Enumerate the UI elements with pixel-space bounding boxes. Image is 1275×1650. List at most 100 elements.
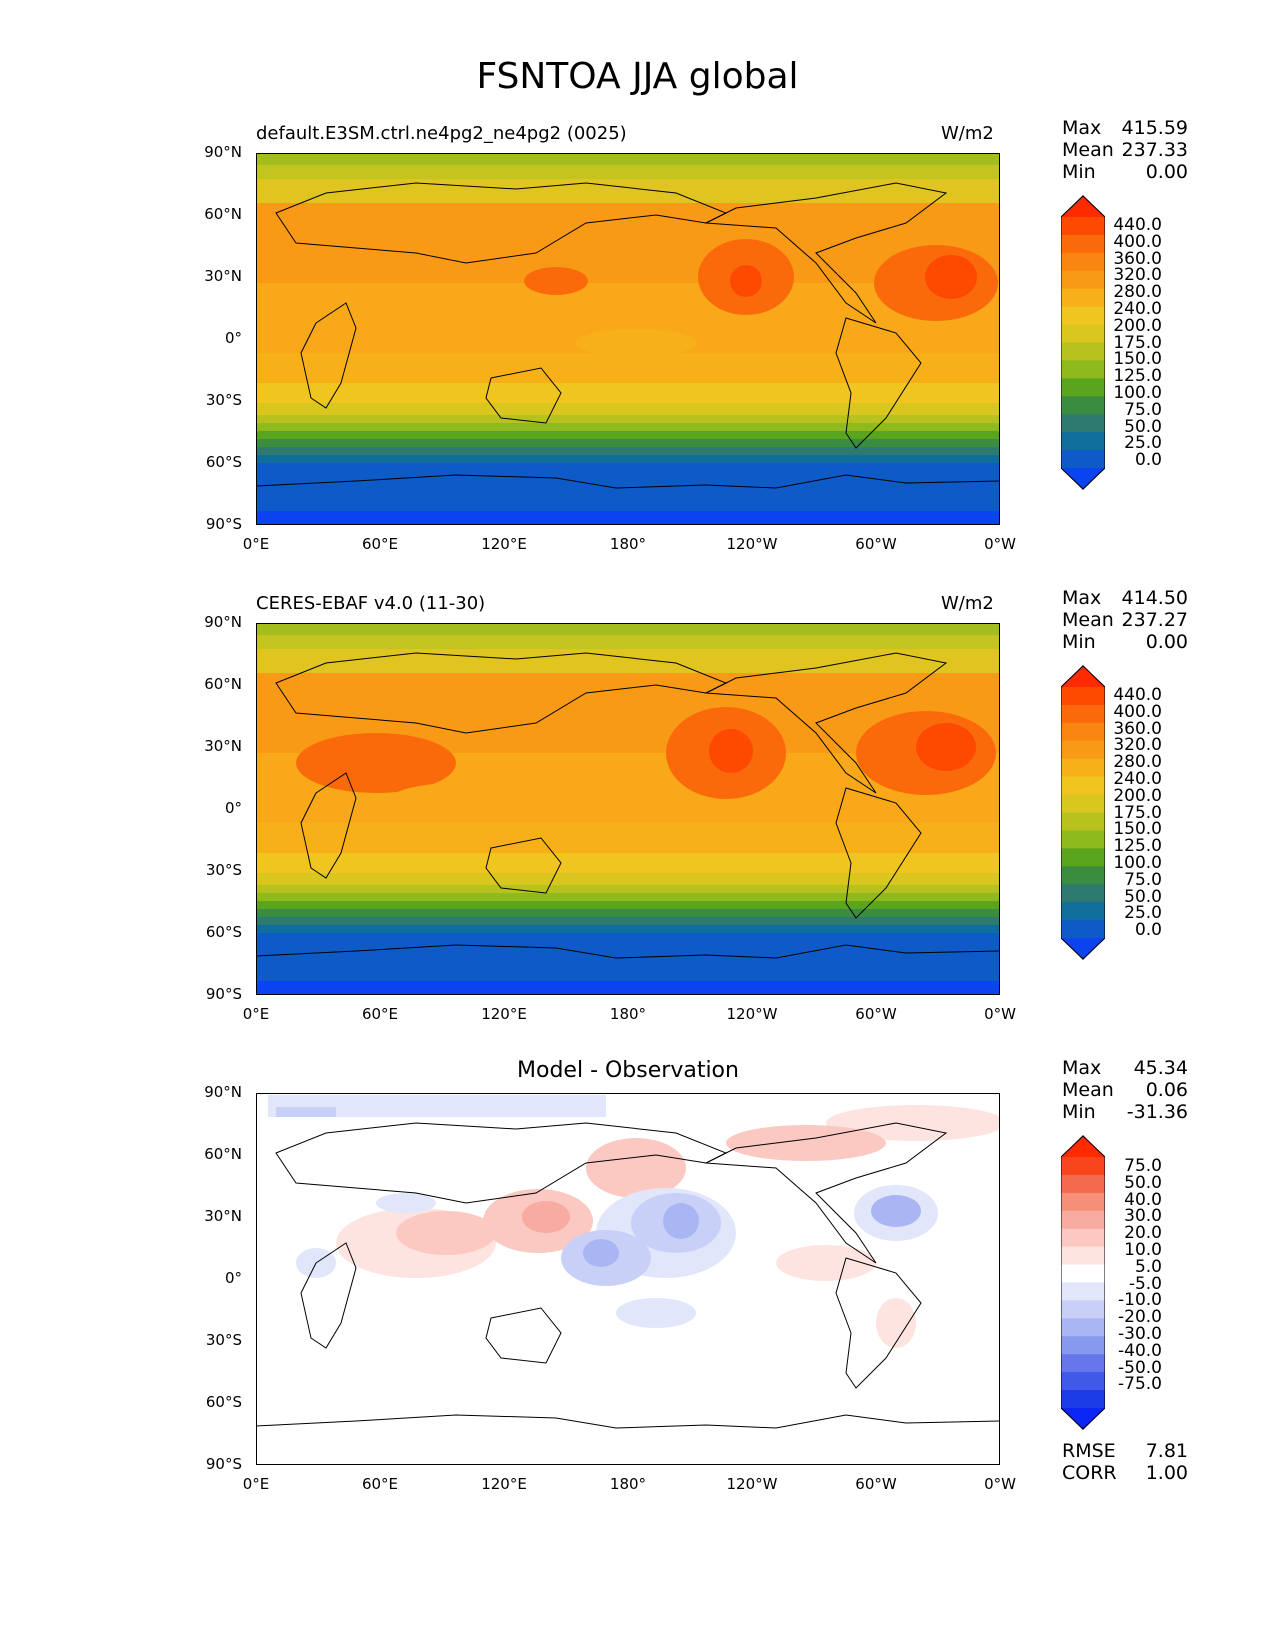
- cbar-label: 440.0: [1113, 215, 1162, 235]
- panel2-colorbar: [1060, 665, 1106, 964]
- stat-label: Mean: [1062, 609, 1114, 631]
- stat-label: Max: [1062, 117, 1102, 139]
- panel2-lat-tick: 30°S: [205, 861, 242, 879]
- cbar-label: 100.0: [1113, 852, 1162, 873]
- colorbar-segment: [1061, 1372, 1105, 1391]
- panel1-left-title: default.E3SM.ctrl.ne4pg2_ne4pg2 (0025): [256, 123, 627, 144]
- cbar-label: 280.0: [1113, 282, 1162, 303]
- colorbar-segment: [1061, 740, 1105, 760]
- panel1-colorbar: [1060, 195, 1106, 494]
- colorbar-segment: [1061, 450, 1105, 469]
- cbar-label: 360.0: [1113, 248, 1162, 269]
- colorbar-segment: [1061, 342, 1105, 361]
- colorbar-segment: [1061, 884, 1105, 903]
- panel2-map: [256, 623, 1000, 995]
- colorbar-segment: [1061, 830, 1105, 849]
- panel1-lat-tick: 60°S: [205, 453, 242, 471]
- panel1-colorbar-labels: 440.0 400.0 360.0 320.0 280.0 240.0 200.…: [1102, 217, 1162, 469]
- colorbar-segment: [1061, 234, 1105, 254]
- panel2-stats: Max 414.50 Mean 237.27 Min 0.00: [1062, 587, 1188, 653]
- cbar-label: -10.0: [1118, 1290, 1162, 1311]
- colorbar-segment: [1061, 902, 1105, 921]
- panel2-lon-tick: 0°E: [242, 1005, 270, 1023]
- colorbar-extend-bottom: [1061, 938, 1105, 960]
- stat-label: Mean: [1062, 139, 1114, 161]
- panel2-lon-tick: 60°E: [361, 1005, 399, 1023]
- panel1-units: W/m2: [941, 123, 994, 144]
- panel3-colorbar: [1060, 1135, 1106, 1434]
- figure-title: FSNTOA JJA global: [476, 56, 799, 97]
- panel1-lat-tick: 90°N: [204, 143, 242, 161]
- colorbar-segment: [1061, 306, 1105, 326]
- stat-value: 237.33: [1121, 139, 1188, 161]
- stat-label: Max: [1062, 587, 1102, 609]
- panel1-map-svg: [256, 153, 1000, 525]
- colorbar-segment: [1061, 1264, 1105, 1283]
- cbar-label: 240.0: [1113, 768, 1162, 789]
- cbar-label: 240.0: [1113, 298, 1162, 319]
- colorbar-svg: [1060, 665, 1106, 960]
- cbar-label: 20.0: [1124, 1223, 1162, 1244]
- cbar-label: 150.0: [1113, 349, 1162, 370]
- stat-value: -31.36: [1126, 1101, 1188, 1123]
- colorbar-segment: [1061, 920, 1105, 939]
- cbar-label: 400.0: [1113, 231, 1162, 252]
- panel3-lon-tick: 120°W: [726, 1475, 778, 1493]
- stat-label: Min: [1062, 631, 1096, 653]
- colorbar-segment: [1061, 288, 1105, 308]
- colorbar-segment: [1061, 687, 1105, 706]
- panel2-lat-tick: 60°N: [204, 675, 242, 693]
- stat-value: 415.59: [1121, 117, 1188, 139]
- cbar-label: 200.0: [1113, 785, 1162, 806]
- panel1-stats: Max 415.59 Mean 237.33 Min 0.00: [1062, 117, 1188, 183]
- cbar-label: -40.0: [1118, 1340, 1162, 1361]
- stat-label: Max: [1062, 1057, 1102, 1079]
- panel1-lon-tick: 60°W: [855, 535, 897, 553]
- cbar-label: 125.0: [1113, 366, 1162, 387]
- stat-value: 0.00: [1145, 631, 1188, 653]
- stat-label: Min: [1062, 1101, 1096, 1123]
- colorbar-segment: [1061, 1354, 1105, 1373]
- cbar-label: 75.0: [1124, 399, 1162, 420]
- panel1-lon-tick: 0°W: [984, 535, 1016, 553]
- panel1-map: [256, 153, 1000, 525]
- colorbar-segment: [1061, 1300, 1105, 1319]
- colorbar-extend-bottom: [1061, 1408, 1105, 1430]
- cbar-label: 125.0: [1113, 836, 1162, 857]
- panel1-lat-tick: 60°N: [204, 205, 242, 223]
- panel3-lon-tick: 60°E: [361, 1475, 399, 1493]
- cbar-label: 280.0: [1113, 752, 1162, 773]
- colorbar-segment: [1061, 1282, 1105, 1301]
- colorbar-segment: [1061, 414, 1105, 433]
- cbar-label: 150.0: [1113, 819, 1162, 840]
- colorbar-segment: [1061, 758, 1105, 778]
- colorbar-segment: [1061, 1246, 1105, 1266]
- panel1-lat-tick: 0°: [224, 329, 242, 347]
- panel2-lon-tick: 60°W: [855, 1005, 897, 1023]
- colorbar-segment: [1061, 1192, 1105, 1212]
- panel2-map-svg: [256, 623, 1000, 995]
- colorbar-extend-top: [1061, 195, 1105, 217]
- cbar-label: 50.0: [1124, 886, 1162, 907]
- cbar-label: 25.0: [1124, 903, 1162, 924]
- cbar-label: 360.0: [1113, 718, 1162, 739]
- panel2-lon-tick: 180°: [609, 1005, 647, 1023]
- cbar-label: -75.0: [1118, 1374, 1162, 1395]
- colorbar-segment: [1061, 848, 1105, 867]
- colorbar-segment: [1061, 324, 1105, 343]
- panel2-lat-tick: 90°S: [205, 985, 242, 1003]
- colorbar-segment: [1061, 1174, 1105, 1194]
- panel3-map-svg: [256, 1093, 1000, 1465]
- panel3-lon-tick: 60°W: [855, 1475, 897, 1493]
- colorbar-segment: [1061, 1336, 1105, 1355]
- colorbar-segment: [1061, 252, 1105, 272]
- panel3-lat-tick: 60°N: [204, 1145, 242, 1163]
- colorbar-segment: [1061, 704, 1105, 724]
- panel3-map: [256, 1093, 1000, 1465]
- panel3-lat-tick: 30°S: [205, 1331, 242, 1349]
- panel3-lat-tick: 30°N: [204, 1207, 242, 1225]
- colorbar-svg: [1060, 195, 1106, 490]
- stat-value: 0.06: [1145, 1079, 1188, 1101]
- panel2-lat-tick: 30°N: [204, 737, 242, 755]
- colorbar-segment: [1061, 1390, 1105, 1409]
